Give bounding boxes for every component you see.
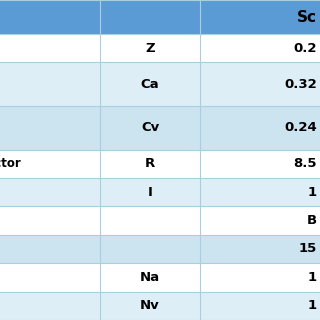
Bar bbox=[0, 178, 320, 206]
Text: 0.32: 0.32 bbox=[284, 78, 317, 91]
Bar bbox=[0, 206, 320, 235]
Text: 1: 1 bbox=[308, 299, 317, 312]
Text: R: R bbox=[145, 157, 155, 170]
Text: Ca: Ca bbox=[141, 78, 159, 91]
Text: Na: Na bbox=[140, 271, 160, 284]
Bar bbox=[0, 34, 320, 62]
Bar bbox=[0, 106, 320, 149]
Text: 15: 15 bbox=[299, 243, 317, 255]
Text: B: B bbox=[307, 214, 317, 227]
Text: Nv: Nv bbox=[140, 299, 160, 312]
Text: Z: Z bbox=[145, 42, 155, 55]
Bar bbox=[0, 62, 320, 106]
Text: 0.24: 0.24 bbox=[284, 121, 317, 134]
Text: 1: 1 bbox=[308, 186, 317, 199]
Text: 0.2: 0.2 bbox=[293, 42, 317, 55]
Text: Sc: Sc bbox=[297, 10, 317, 25]
Text: 1: 1 bbox=[308, 271, 317, 284]
Text: Cv: Cv bbox=[141, 121, 159, 134]
Text: Structural Strength Factor: Structural Strength Factor bbox=[0, 157, 20, 170]
Bar bbox=[0, 235, 320, 263]
Bar bbox=[0, 292, 320, 320]
Bar bbox=[0, 263, 320, 292]
Text: 8.5: 8.5 bbox=[293, 157, 317, 170]
Text: I: I bbox=[148, 186, 152, 199]
Bar bbox=[100, 0, 200, 34]
Bar bbox=[0, 0, 100, 34]
Bar bbox=[200, 0, 320, 34]
Bar bbox=[0, 149, 320, 178]
